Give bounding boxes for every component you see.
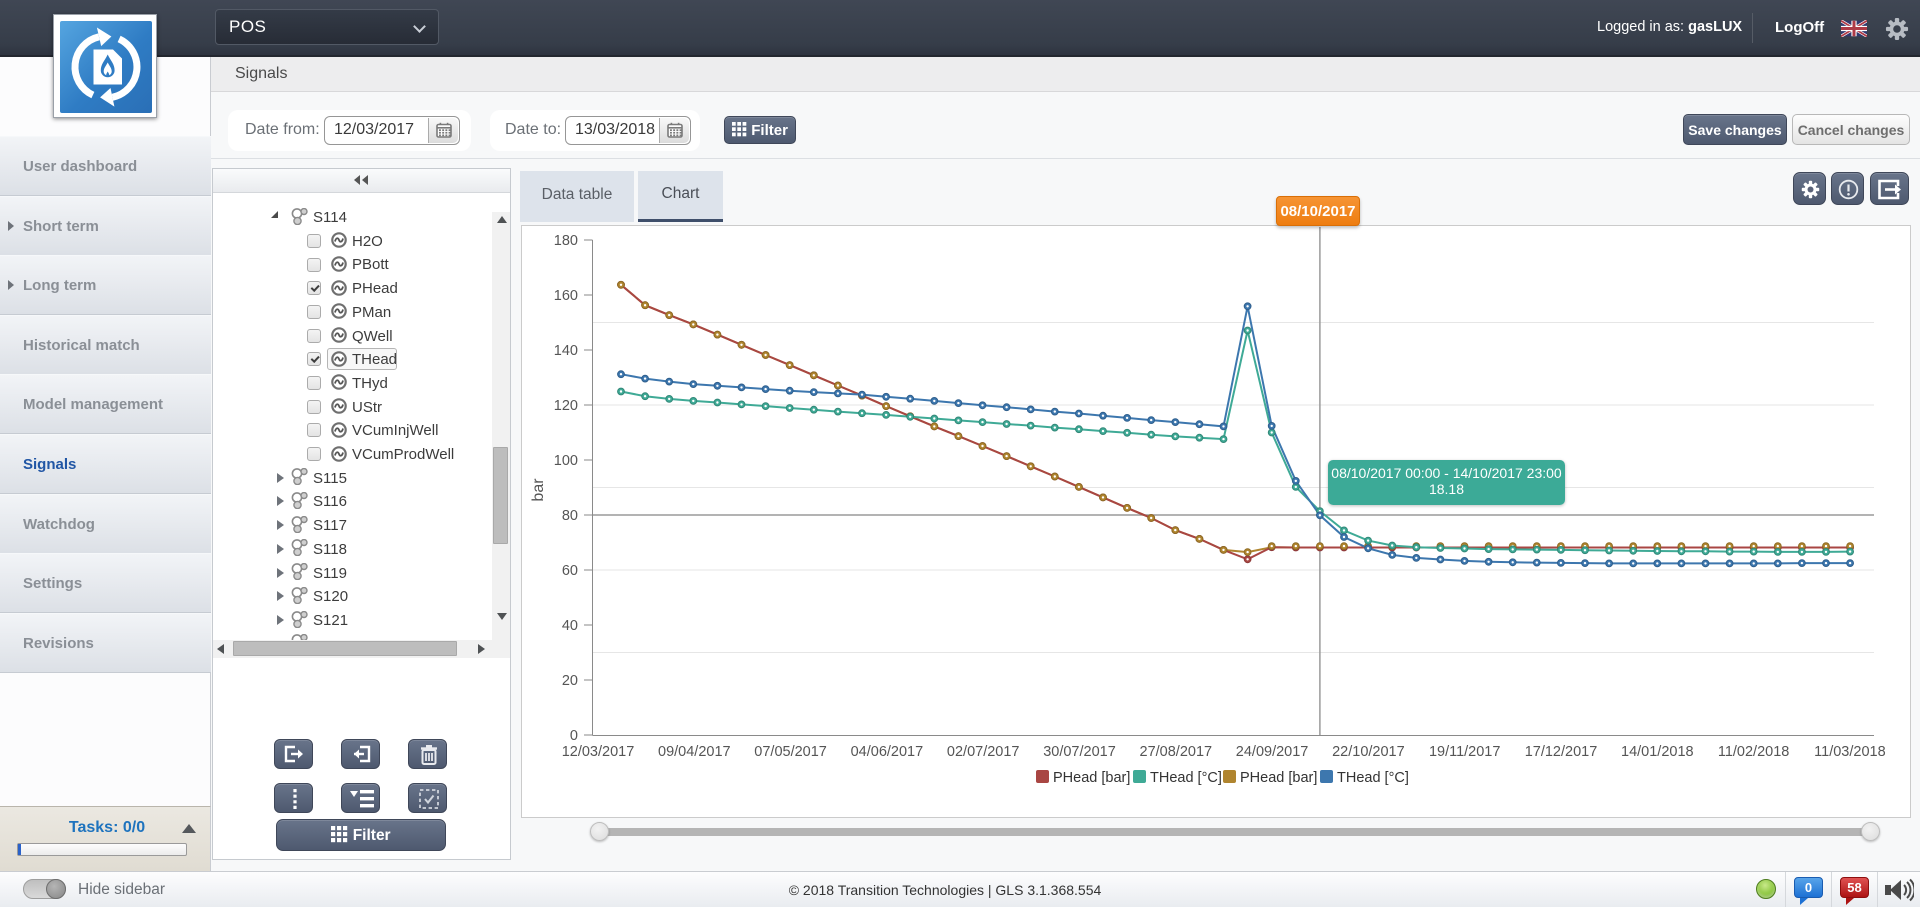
svg-text:THead [°C]: THead [°C]: [1337, 770, 1409, 786]
svg-text:80: 80: [562, 508, 578, 524]
svg-text:180: 180: [554, 233, 578, 249]
svg-text:bar: bar: [530, 478, 547, 502]
svg-text:60: 60: [562, 563, 578, 579]
svg-text:07/05/2017: 07/05/2017: [754, 744, 827, 760]
svg-text:09/04/2017: 09/04/2017: [658, 744, 731, 760]
svg-text:11/03/2018: 11/03/2018: [1814, 744, 1886, 760]
svg-text:24/09/2017: 24/09/2017: [1236, 744, 1309, 760]
svg-text:0: 0: [570, 728, 578, 744]
svg-text:17/12/2017: 17/12/2017: [1525, 744, 1598, 760]
svg-text:04/06/2017: 04/06/2017: [851, 744, 924, 760]
svg-text:11/02/2018: 11/02/2018: [1718, 744, 1790, 760]
svg-text:30/07/2017: 30/07/2017: [1043, 744, 1116, 760]
svg-text:14/01/2018: 14/01/2018: [1621, 744, 1694, 760]
svg-text:02/07/2017: 02/07/2017: [947, 744, 1020, 760]
svg-text:19/11/2017: 19/11/2017: [1429, 744, 1501, 760]
svg-text:140: 140: [554, 343, 578, 359]
svg-text:THead [°C]: THead [°C]: [1150, 770, 1222, 786]
svg-text:20: 20: [562, 673, 578, 689]
svg-text:40: 40: [562, 618, 578, 634]
svg-text:120: 120: [554, 398, 578, 414]
svg-text:12/03/2017: 12/03/2017: [562, 744, 635, 760]
svg-text:160: 160: [554, 288, 578, 304]
svg-text:PHead [bar]: PHead [bar]: [1053, 770, 1130, 786]
svg-text:27/08/2017: 27/08/2017: [1140, 744, 1213, 760]
svg-text:PHead [bar]: PHead [bar]: [1240, 770, 1317, 786]
svg-text:100: 100: [554, 453, 578, 469]
svg-text:22/10/2017: 22/10/2017: [1332, 744, 1405, 760]
